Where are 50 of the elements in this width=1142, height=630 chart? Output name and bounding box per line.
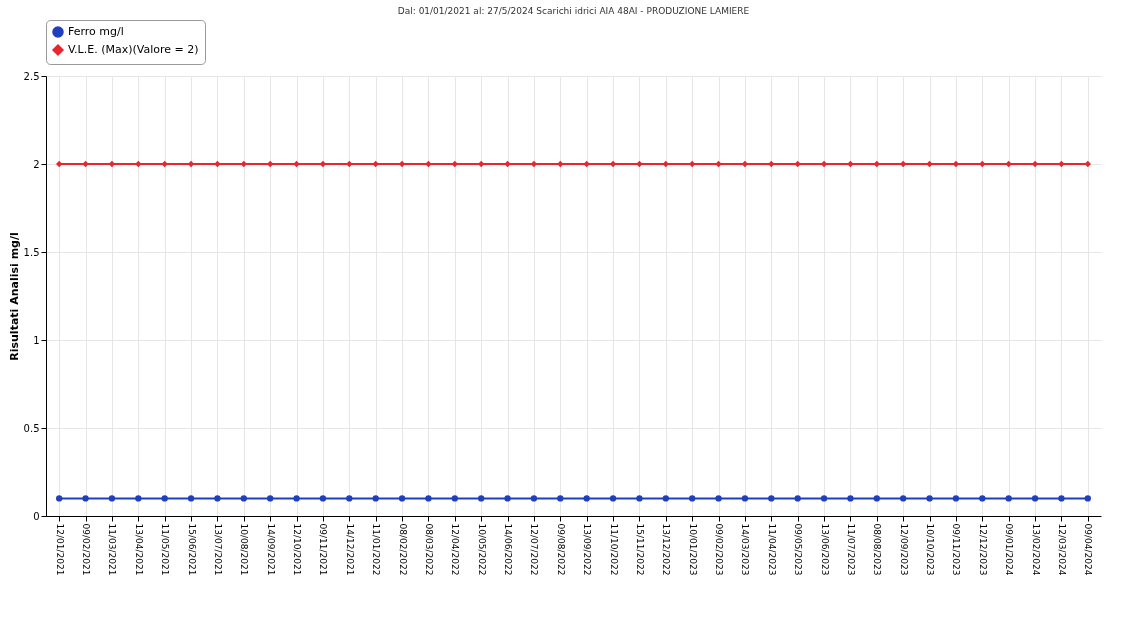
x-tick-label: 09/02/2023 [714, 523, 725, 576]
x-tick-label: 12/01/2021 [54, 523, 65, 576]
x-tick-label: 13/12/2022 [661, 523, 672, 576]
x-tick-label: 09/02/2021 [81, 523, 92, 576]
x-tick-label: 10/08/2021 [239, 523, 250, 576]
x-tick-label: 09/05/2023 [793, 523, 804, 576]
x-tick-label: 12/03/2024 [1056, 523, 1067, 576]
y-tick-label: 2 [33, 158, 40, 170]
x-tick-label: 08/02/2022 [397, 523, 408, 576]
x-tick-label: 12/12/2023 [977, 523, 988, 576]
x-tick-label: 09/04/2024 [1083, 523, 1094, 576]
legend-label: Ferro mg/l [68, 25, 124, 38]
x-tick-label: 09/11/2021 [318, 523, 329, 576]
x-tick-label: 09/11/2023 [951, 523, 962, 576]
x-tick-label: 15/06/2021 [186, 523, 197, 576]
x-tick-label: 10/05/2022 [476, 523, 487, 576]
x-tick-label: 13/09/2022 [582, 523, 593, 576]
y-tick-label: 0.5 [23, 422, 40, 434]
x-tick-label: 12/04/2022 [450, 523, 461, 576]
y-tick-label: 2.5 [23, 70, 40, 82]
x-tick-label: 11/10/2022 [608, 523, 619, 576]
x-tick-label: 10/10/2023 [925, 523, 936, 576]
x-tick-label: 12/09/2023 [898, 523, 909, 576]
x-tick-label: 12/10/2021 [292, 523, 303, 576]
x-tick-label: 14/03/2023 [740, 523, 751, 576]
y-tick-label: 0 [33, 510, 40, 522]
x-tick-label: 15/11/2022 [634, 523, 645, 576]
x-tick-label: 08/03/2022 [423, 523, 434, 576]
x-tick-label: 14/06/2022 [503, 523, 514, 576]
x-tick-label: 11/07/2023 [845, 523, 856, 576]
x-tick-label: 10/01/2023 [687, 523, 698, 576]
chart-title: Dal: 01/01/2021 al: 27/5/2024 Scarichi idrici AIA 48AI - PRODUZIONE LAMIERE [397, 5, 750, 16]
x-tick-label: 11/05/2021 [160, 523, 171, 576]
x-tick-label: 13/07/2021 [212, 523, 223, 576]
x-tick-label: 09/08/2022 [555, 523, 566, 576]
legend-label: V.L.E. (Max)(Valore = 2) [68, 43, 199, 56]
x-tick-label: 08/08/2023 [872, 523, 883, 576]
x-tick-label: 12/07/2022 [529, 523, 540, 576]
y-axis-title: Risultati Analisi mg/l [7, 232, 21, 361]
x-tick-label: 11/04/2023 [766, 523, 777, 576]
x-tick-label: 13/02/2024 [1030, 523, 1041, 576]
y-tick-label: 1 [33, 334, 40, 346]
x-tick-label: 13/06/2023 [819, 523, 830, 576]
y-tick-label: 1.5 [23, 246, 40, 258]
x-tick-label: 09/01/2024 [1004, 523, 1015, 576]
x-tick-label: 13/04/2021 [133, 523, 144, 576]
x-tick-label: 14/12/2021 [344, 523, 355, 576]
x-tick-label: 11/03/2021 [107, 523, 118, 576]
x-tick-label: 11/01/2022 [371, 523, 382, 576]
x-tick-label: 14/09/2021 [265, 523, 276, 576]
